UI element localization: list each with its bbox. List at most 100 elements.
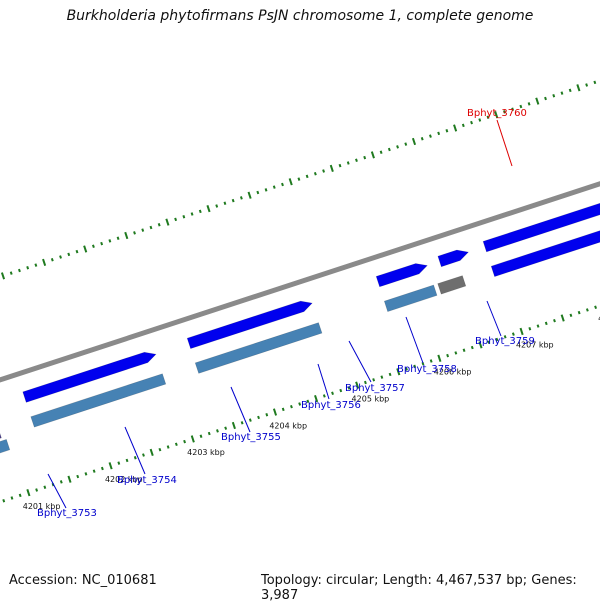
tick-mark <box>437 354 442 362</box>
gene-leader-line <box>348 340 372 383</box>
tick-label: 4201 kbp <box>23 502 61 511</box>
gene-leader-line <box>317 363 330 400</box>
tick-mark <box>190 435 195 443</box>
tick-mark <box>281 182 284 187</box>
accession-text: Accession: NC_010681 <box>9 573 157 588</box>
tick-mark <box>322 169 325 173</box>
tick-mark <box>527 102 531 106</box>
tick-mark <box>306 399 310 404</box>
tick-mark <box>166 445 170 449</box>
tick-mark <box>331 391 334 395</box>
tick-mark <box>387 147 391 152</box>
tick-mark <box>380 375 384 379</box>
tick-mark <box>216 429 219 433</box>
tick-mark <box>149 225 153 230</box>
tick-mark <box>594 305 597 309</box>
tick-mark <box>519 104 523 109</box>
tick-mark <box>26 489 31 497</box>
tick-mark <box>133 231 136 235</box>
gene-leader-line <box>496 119 513 167</box>
tick-mark <box>404 142 408 146</box>
tick-label: 4208 kbp <box>598 314 600 323</box>
tick-mark <box>461 123 465 128</box>
tick-mark <box>50 257 54 262</box>
tick-mark <box>149 448 154 457</box>
tick-mark <box>528 327 532 331</box>
tick-mark <box>92 469 96 473</box>
tick-mark <box>470 120 473 125</box>
tick-mark <box>183 439 186 444</box>
tick-mark <box>322 394 326 398</box>
tick-mark <box>347 386 351 390</box>
tick-mark <box>405 367 408 371</box>
tick-label: 4207 kbp <box>516 341 554 350</box>
tick-mark <box>338 163 342 168</box>
tick-mark <box>453 124 458 132</box>
tick-mark <box>288 178 293 186</box>
tick-mark <box>446 353 450 358</box>
tick-label: 4205 kbp <box>352 394 390 403</box>
tick-mark <box>124 231 129 240</box>
gene-label: Bphyt_3758 <box>397 364 457 375</box>
tick-mark <box>26 266 30 270</box>
tick-mark <box>413 364 417 369</box>
tick-mark <box>224 426 228 430</box>
tick-mark <box>247 191 252 199</box>
feature-lower <box>194 322 323 374</box>
tick-mark <box>388 372 392 377</box>
feature-lower2 <box>0 439 11 454</box>
tick-mark <box>511 107 515 111</box>
tick-mark <box>199 434 203 438</box>
tick-mark <box>313 171 317 176</box>
gene-label: Bphyt_3757 <box>345 383 405 394</box>
tick-mark <box>379 150 383 154</box>
tick-mark <box>0 272 6 280</box>
tick-mark <box>215 204 219 208</box>
labels: 4201 kbp 4202 kbp 4203 kbp 4204 kbp 4205 kbp… <box>23 108 600 519</box>
tick-mark <box>182 214 186 219</box>
tick-mark <box>272 185 276 189</box>
tick-mark <box>76 474 80 479</box>
feature-forward2 <box>490 230 600 277</box>
tick-mark <box>585 308 589 312</box>
tick-marks <box>0 80 597 503</box>
tick-mark <box>494 110 499 119</box>
tick-mark <box>116 236 120 240</box>
feature-forward <box>437 249 470 268</box>
tick-label: 4206 kbp <box>434 368 472 377</box>
tick-mark <box>240 421 244 425</box>
tick-mark <box>125 458 129 463</box>
tick-mark <box>34 263 38 267</box>
tick-mark <box>281 407 285 412</box>
feature-lower <box>383 284 438 312</box>
feature-forward <box>22 351 157 403</box>
tick-mark <box>272 408 278 416</box>
tick-mark <box>462 348 466 352</box>
feature-forward <box>186 300 313 349</box>
tick-label: 4203 kbp <box>187 448 225 457</box>
tick-mark <box>75 249 79 254</box>
tick-mark <box>35 488 39 492</box>
tick-mark <box>2 498 6 503</box>
tick-mark <box>552 94 556 98</box>
tick-mark <box>158 447 162 452</box>
feature-forward <box>375 263 428 288</box>
tick-mark <box>593 80 597 85</box>
tick-mark <box>142 453 145 457</box>
tick-mark <box>248 418 252 422</box>
tick-mark <box>553 318 556 323</box>
tick-mark <box>108 239 112 243</box>
tick-mark <box>454 351 458 355</box>
tick-mark <box>290 404 293 409</box>
tick-mark <box>231 421 236 430</box>
tick-mark <box>576 84 581 92</box>
feature-lower <box>437 275 467 295</box>
tick-mark <box>363 155 367 160</box>
gene-label: Bphyt_3753 <box>37 508 97 519</box>
gene-leader-line <box>47 473 67 509</box>
tick-mark <box>67 252 71 257</box>
tick-label: 4202 kbp <box>105 475 143 484</box>
tick-mark <box>117 461 121 465</box>
tick-mark <box>297 177 301 181</box>
tick-mark <box>470 345 474 350</box>
